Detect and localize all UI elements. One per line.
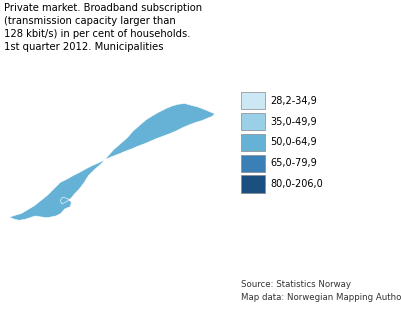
Text: 65,0-79,9: 65,0-79,9 <box>271 158 318 168</box>
Polygon shape <box>8 103 215 220</box>
Text: 28,2-34,9: 28,2-34,9 <box>271 96 318 106</box>
Text: Source: Statistics Norway
Map data: Norwegian Mapping Authority: Source: Statistics Norway Map data: Norw… <box>241 280 401 302</box>
Text: 50,0-64,9: 50,0-64,9 <box>271 137 317 147</box>
Text: 80,0-206,0: 80,0-206,0 <box>271 179 324 189</box>
Text: Private market. Broadband subscription
(transmission capacity larger than
128 kb: Private market. Broadband subscription (… <box>4 3 202 52</box>
Text: 35,0-49,9: 35,0-49,9 <box>271 117 317 127</box>
